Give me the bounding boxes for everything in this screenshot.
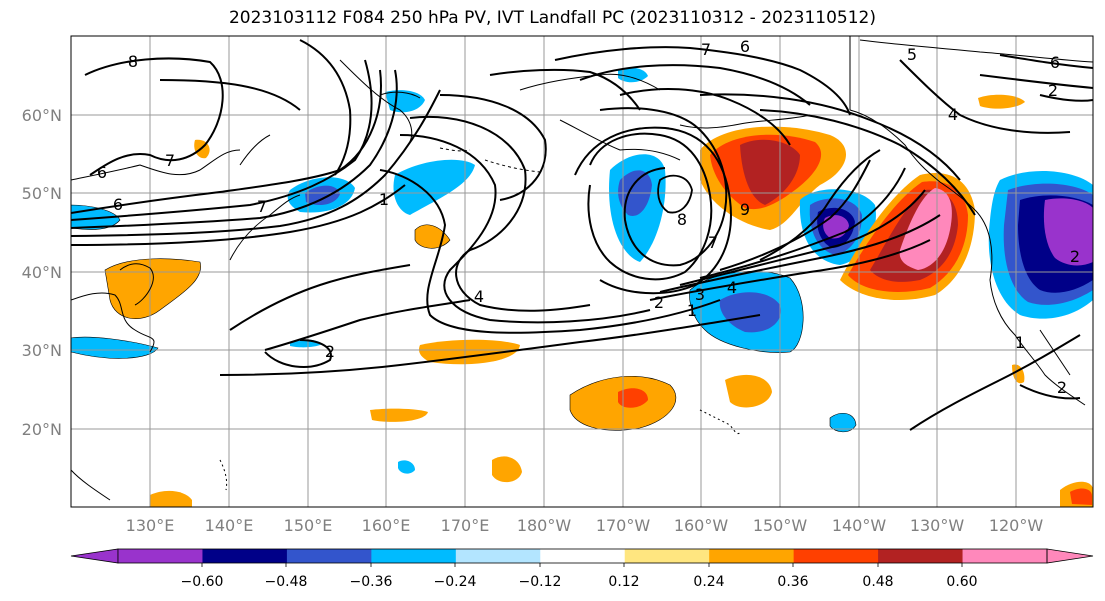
lon-label: 140°E: [205, 516, 254, 535]
contour-label: 4: [948, 105, 958, 124]
colorbar-extend-low: [71, 549, 118, 563]
colorbar-tick-label: 0.36: [777, 574, 808, 590]
colorbar-swatch: [794, 549, 879, 563]
lon-label: 130°W: [910, 516, 965, 535]
lat-label: 20°N: [22, 420, 62, 439]
colorbar-tick-label: 0.12: [608, 574, 639, 590]
contour-label: 1: [379, 190, 389, 209]
contour-label: 8: [128, 52, 138, 71]
contour-label: 6: [1050, 53, 1060, 72]
lat-label: 50°N: [22, 184, 62, 203]
lon-label: 130°E: [126, 516, 175, 535]
colorbar-swatch: [963, 549, 1048, 563]
colorbar-ticks: −0.60 −0.48 −0.36 −0.24 −0.12 0.12 0.24 …: [181, 574, 978, 590]
colorbar-swatch: [202, 549, 287, 563]
colorbar-tick-label: −0.48: [265, 574, 308, 590]
colorbar-swatch: [878, 549, 963, 563]
contour-label: 1: [1015, 333, 1025, 352]
contour-label: 7: [701, 40, 711, 59]
contour-label: 7: [257, 197, 267, 216]
colorbar-tick-label: −0.36: [350, 574, 393, 590]
colorbar-swatch: [540, 549, 625, 563]
lon-label: 170°E: [441, 516, 490, 535]
colorbar-swatch: [456, 549, 541, 563]
colorbar-extend-high: [1047, 549, 1093, 563]
colorbar-tick-label: −0.12: [519, 574, 562, 590]
contour-label: 4: [474, 287, 484, 306]
colorbar-tick-label: −0.24: [434, 574, 477, 590]
pv-ivt-map: 8 7 6 6 7 1 8 7 6 5 4 2 2 1 3 4 2 1 2 4 …: [0, 0, 1105, 601]
lon-label: 140°W: [832, 516, 887, 535]
contour-label: 2: [1057, 378, 1067, 397]
lat-axis: 60°N 50°N 40°N 30°N 20°N: [22, 106, 62, 439]
lat-label: 60°N: [22, 106, 62, 125]
shade-red-bottomright: [1070, 489, 1092, 505]
contour-label: 9: [740, 200, 750, 219]
colorbar-swatch: [625, 549, 710, 563]
lon-label: 170°W: [596, 516, 651, 535]
lon-label: 160°E: [362, 516, 411, 535]
contour-label: 3: [695, 285, 705, 304]
colorbar: [71, 549, 1093, 567]
lon-label: 120°W: [989, 516, 1044, 535]
contour-label: 4: [727, 278, 737, 297]
contour-label: 5: [907, 45, 917, 64]
colorbar-tick-label: 0.48: [862, 574, 893, 590]
lon-label: 150°E: [284, 516, 333, 535]
colorbar-swatch: [287, 549, 372, 563]
lon-axis: 130°E 140°E 150°E 160°E 170°E 180°W 170°…: [126, 516, 1044, 535]
contour-label: 8: [677, 210, 687, 229]
contour-label: 7: [708, 233, 718, 252]
colorbar-swatch: [118, 549, 203, 563]
contour-label: 2: [1048, 81, 1058, 100]
lon-label: 150°W: [753, 516, 808, 535]
colorbar-swatch: [371, 549, 456, 563]
lon-label: 160°W: [674, 516, 729, 535]
colorbar-tick-label: 0.60: [946, 574, 977, 590]
contour-label: 2: [325, 342, 335, 361]
lat-label: 40°N: [22, 263, 62, 282]
lon-label: 180°W: [517, 516, 572, 535]
contour-label: 2: [1070, 247, 1080, 266]
contour-label: 6: [97, 163, 107, 182]
colorbar-swatch: [709, 549, 794, 563]
contour-label: 7: [165, 151, 175, 170]
colorbar-tick-label: −0.60: [181, 574, 224, 590]
lat-label: 30°N: [22, 341, 62, 360]
contour-label: 6: [740, 37, 750, 56]
colorbar-tick-label: 0.24: [693, 574, 724, 590]
contour-label: 2: [654, 293, 664, 312]
contour-label: 6: [113, 195, 123, 214]
